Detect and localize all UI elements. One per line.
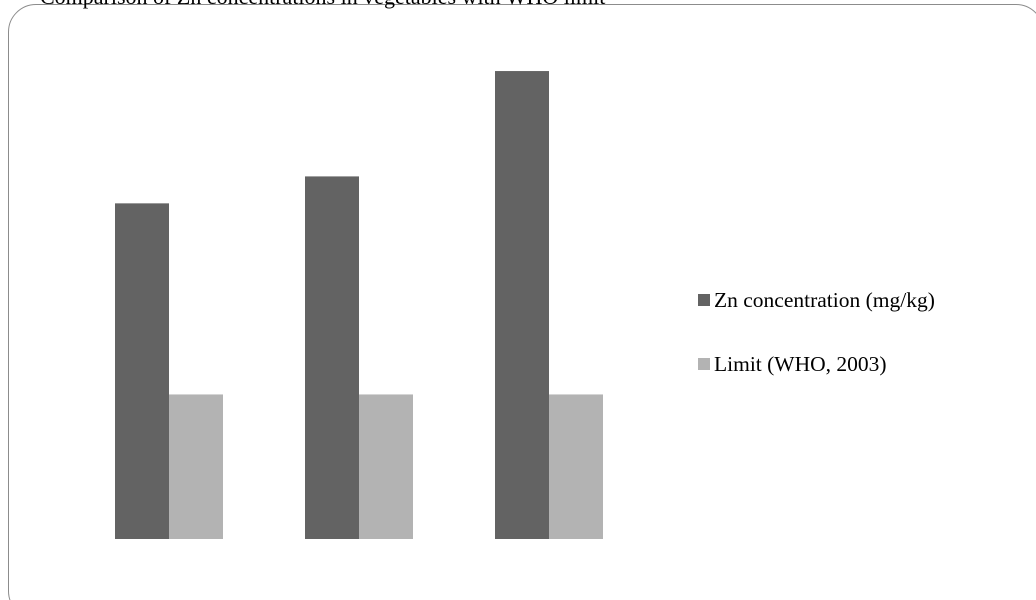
bar-limit-1 [169,394,223,539]
legend-label-zn: Zn concentration (mg/kg) [714,287,935,312]
legend: Zn concentration (mg/kg) Limit (WHO, 200… [698,286,935,414]
bar-limit-3 [549,394,603,539]
legend-label-limit: Limit (WHO, 2003) [714,351,887,376]
legend-item-zn: Zn concentration (mg/kg) [698,286,935,314]
bar-group [115,71,603,540]
legend-swatch-limit [698,358,710,370]
bar-zn-3 [495,71,549,540]
bar-zn-2 [305,176,359,539]
legend-item-limit: Limit (WHO, 2003) [698,350,935,378]
bar-limit-2 [359,394,413,539]
legend-swatch-zn [698,294,710,306]
bar-zn-1 [115,203,169,539]
cropped-caption: Comparison of Zn concentrations in veget… [40,0,605,10]
